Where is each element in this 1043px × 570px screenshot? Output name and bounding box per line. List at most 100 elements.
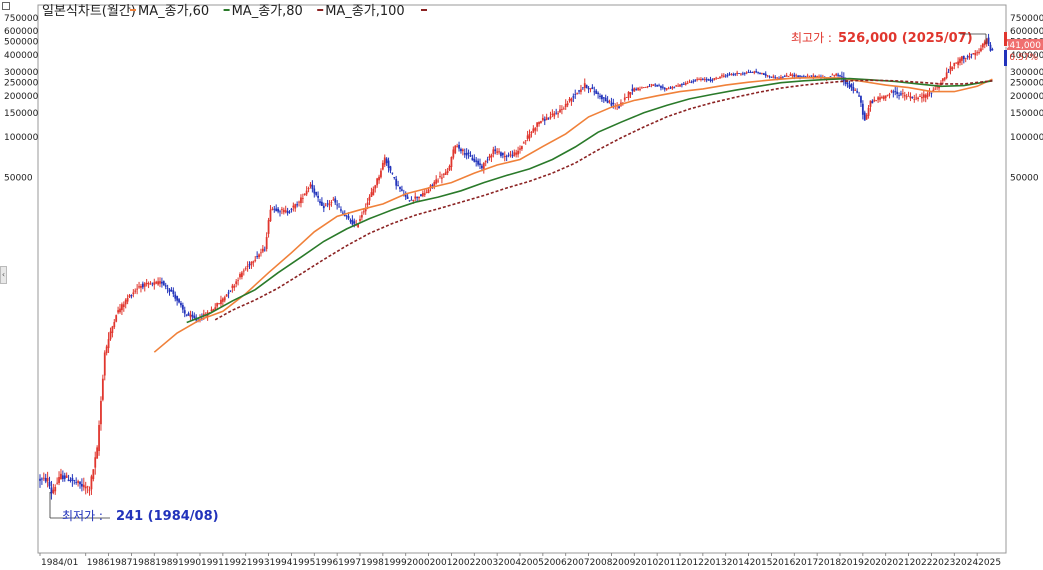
candle-body [722,75,725,77]
candle-body [311,184,314,189]
candle-body [153,282,156,285]
candle-body [766,75,769,77]
candle-body [814,76,817,78]
candle-body [288,211,291,213]
candle-body [574,94,577,95]
candle-body [907,95,910,97]
x-tick-label: 2000 [407,558,430,568]
candle-body [863,112,866,121]
y-tick-label-right: 150000 [1010,109,1043,119]
x-tick-label: 2020 [864,558,887,568]
x-tick-label: 2010 [635,558,658,568]
candle-body [511,155,514,157]
candle-body [900,93,902,95]
candle-body [829,76,832,78]
candle-body [783,76,786,78]
candle-body [260,252,262,254]
candle-body [361,215,363,218]
candle-body [321,201,323,206]
candle-body [555,112,558,114]
candle-body [581,87,584,89]
candle-body [328,203,331,206]
candle-body [60,473,62,480]
x-tick-label: 2011 [658,558,681,568]
candle-body [69,480,72,481]
candle-body [610,102,613,106]
candle-body [833,74,836,76]
candle-body [181,305,184,310]
candle-body [202,313,205,317]
candle-body [471,157,474,161]
candle-body [732,73,735,75]
candle-body [180,302,182,306]
candle-body [395,178,398,186]
candle-body [307,188,310,190]
x-tick-label: 2015 [750,558,773,568]
candle-body [292,205,295,208]
candle-body [736,72,739,74]
candle-body [404,194,407,197]
candle-body [168,289,171,292]
candle-body [701,79,704,80]
x-tick-label: 2007 [567,558,590,568]
candle-body [161,281,163,284]
candle-body [526,135,529,140]
candle-body [608,100,611,102]
candle-body [928,91,931,93]
candle-body [749,72,752,73]
candle-body [284,210,287,212]
x-tick-label: 1992 [224,558,247,568]
candle-body [692,80,695,82]
candle-body [221,298,224,302]
candle-body [930,92,933,94]
candle-body [143,283,146,287]
candle-body [385,158,388,164]
candle-body [602,97,605,99]
candle-body [564,104,567,108]
candle-body [641,87,643,89]
candle-body [705,79,708,81]
candle-body [795,75,798,77]
candle-body [341,212,344,214]
x-tick-label: 2021 [887,558,910,568]
candle-body [877,97,879,100]
x-tick-label: 1999 [384,558,407,568]
candle-body [658,85,660,87]
candle-body [124,299,127,305]
candle-body [231,285,234,288]
candle-body [818,76,820,78]
x-tick-label: 2016 [772,558,795,568]
side-collapse-tab[interactable]: ‹ [0,266,7,284]
candle-body [269,209,272,222]
candle-body [858,95,860,97]
candle-body [86,486,89,488]
candle-body [745,72,748,74]
candle-body [56,482,59,484]
x-tick-label: 2023 [932,558,955,568]
candle-body [105,346,108,354]
candle-body [772,76,775,78]
candle-body [498,151,500,153]
candle-body [938,86,940,89]
candle-body [551,113,554,115]
candle-body [957,61,959,65]
candle-body [399,186,401,190]
candle-body [517,150,519,155]
candle-body [368,196,371,201]
high-label: 최고가 : [791,31,832,45]
candle-body [787,76,790,77]
x-tick-label: 1990 [178,558,201,568]
moving-averages [153,76,993,353]
candle-body [340,209,342,211]
x-tick-label: 1994 [270,558,293,568]
candle-body [423,193,426,195]
candle-body [841,76,843,79]
candle-body [884,95,887,99]
candle-body [376,178,379,186]
candle-body [469,155,472,157]
candle-body [183,310,186,314]
candle-body [854,89,857,91]
candle-body [926,93,929,97]
candle-body [303,193,306,196]
candle-body [362,211,365,213]
